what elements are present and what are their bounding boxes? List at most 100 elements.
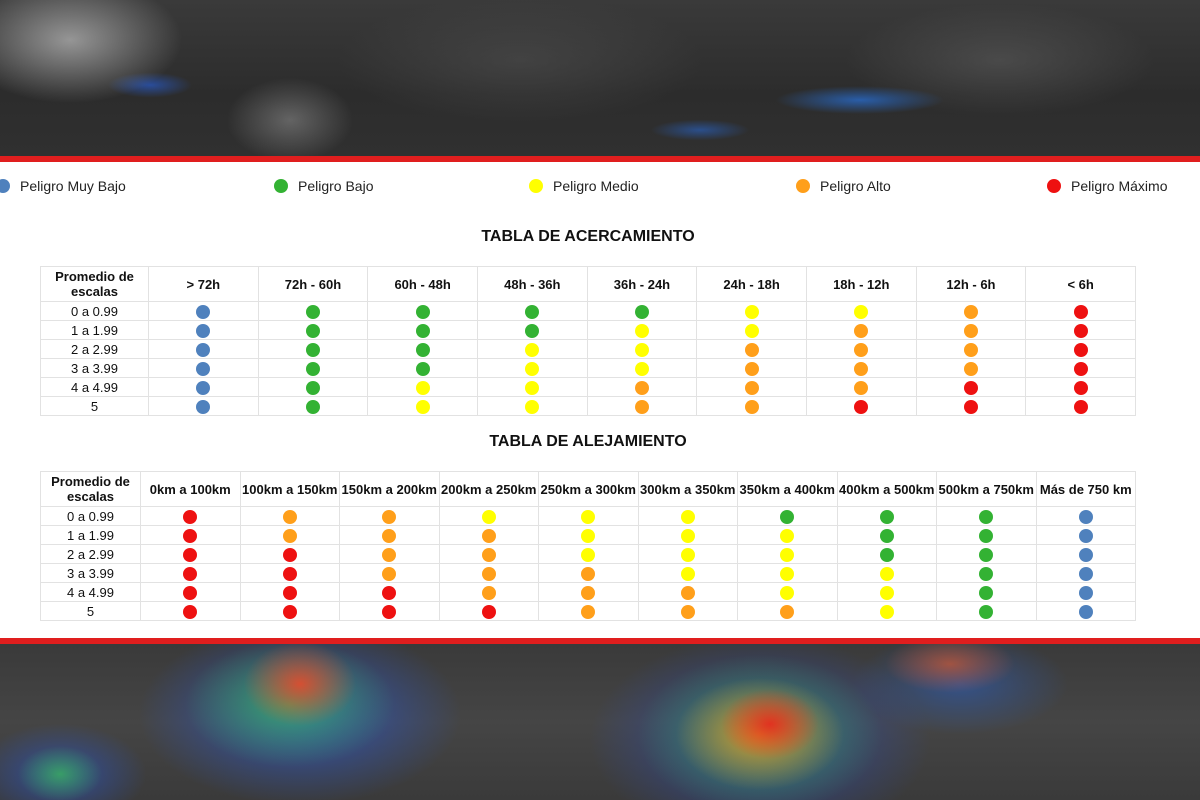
danger-dot-icon [282, 585, 297, 600]
danger-cell [1035, 525, 1136, 545]
danger-dot-icon [581, 547, 596, 562]
table-row: 1 a 1.99 [40, 320, 1136, 340]
danger-cell [1035, 582, 1136, 602]
danger-dot-icon [581, 509, 596, 524]
danger-dot-icon [305, 380, 320, 395]
danger-cell [438, 601, 539, 621]
column-header: 300km a 350km [637, 471, 738, 507]
danger-dot-icon [382, 585, 397, 600]
danger-dot-icon [963, 323, 978, 338]
orange-dot-icon [796, 179, 810, 193]
danger-dot-icon [196, 323, 211, 338]
danger-cell [476, 377, 588, 397]
danger-cell [836, 544, 937, 564]
danger-dot-icon [680, 547, 695, 562]
danger-dot-icon [183, 509, 198, 524]
satellite-image-bottom [0, 644, 1200, 800]
column-header: 250km a 300km [538, 471, 639, 507]
danger-cell [1035, 563, 1136, 583]
danger-cell [586, 301, 698, 321]
blue-dot-icon [0, 179, 10, 193]
danger-cell [586, 377, 698, 397]
danger-cell [737, 601, 838, 621]
row-label: 5 [40, 396, 149, 416]
danger-dot-icon [879, 528, 894, 543]
alejamiento-title: TABLA DE ALEJAMIENTO [489, 433, 687, 450]
danger-dot-icon [196, 380, 211, 395]
danger-cell [1035, 544, 1136, 564]
column-header: 100km a 150km [239, 471, 340, 507]
danger-cell [936, 544, 1037, 564]
danger-cell [696, 301, 807, 321]
table-row: 0 a 0.99 [40, 301, 1136, 321]
danger-dot-icon [854, 361, 869, 376]
danger-cell [148, 377, 259, 397]
danger-dot-icon [744, 342, 759, 357]
table-row: 5 [40, 396, 1136, 416]
danger-dot-icon [525, 342, 540, 357]
danger-cell [1025, 301, 1136, 321]
danger-dot-icon [879, 585, 894, 600]
danger-dot-icon [680, 509, 695, 524]
table-row: 4 a 4.99 [40, 377, 1136, 397]
row-label: 0 a 0.99 [40, 301, 149, 321]
danger-cell [339, 506, 440, 526]
danger-dot-icon [680, 585, 695, 600]
danger-dot-icon [1078, 604, 1093, 619]
column-header: 60h - 48h [367, 266, 478, 302]
row-label: 0 a 0.99 [40, 506, 141, 526]
danger-dot-icon [634, 399, 649, 414]
danger-dot-icon [879, 604, 894, 619]
danger-cell [140, 544, 241, 564]
danger-dot-icon [196, 342, 211, 357]
danger-cell [367, 377, 478, 397]
danger-dot-icon [854, 399, 869, 414]
danger-cell [438, 544, 539, 564]
danger-cell [737, 506, 838, 526]
column-header: 0km a 100km [140, 471, 241, 507]
danger-cell [1035, 506, 1136, 526]
danger-cell [257, 396, 369, 416]
column-header: 24h - 18h [696, 266, 807, 302]
danger-dot-icon [525, 399, 540, 414]
danger-cell [339, 525, 440, 545]
danger-cell [538, 601, 639, 621]
danger-dot-icon [581, 585, 596, 600]
danger-cell [936, 601, 1037, 621]
danger-dot-icon [481, 547, 496, 562]
table-row: 3 a 3.99 [40, 563, 1136, 583]
danger-dot-icon [1078, 585, 1093, 600]
danger-cell [476, 358, 588, 378]
row-label: 3 a 3.99 [40, 563, 141, 583]
danger-cell [696, 377, 807, 397]
legend-item-maximo: Peligro Máximo [1047, 178, 1167, 194]
danger-cell [367, 358, 478, 378]
danger-dot-icon [1073, 304, 1088, 319]
danger-dot-icon [744, 361, 759, 376]
danger-cell [915, 377, 1027, 397]
danger-dot-icon [415, 361, 430, 376]
danger-dot-icon [879, 566, 894, 581]
table-row: 2 a 2.99 [40, 544, 1136, 564]
column-header: 500km a 750km [936, 471, 1037, 507]
danger-cell [148, 320, 259, 340]
table-row: 0 a 0.99 [40, 506, 1136, 526]
danger-cell [637, 525, 738, 545]
danger-dot-icon [525, 380, 540, 395]
danger-cell [257, 301, 369, 321]
danger-dot-icon [415, 323, 430, 338]
danger-cell [836, 601, 937, 621]
danger-cell [936, 563, 1037, 583]
danger-cell [1025, 377, 1136, 397]
danger-cell [915, 396, 1027, 416]
danger-cell [476, 339, 588, 359]
danger-cell [586, 396, 698, 416]
danger-dot-icon [979, 585, 994, 600]
danger-dot-icon [305, 304, 320, 319]
danger-cell [805, 377, 917, 397]
danger-dot-icon [680, 566, 695, 581]
danger-cell [637, 544, 738, 564]
danger-dot-icon [415, 304, 430, 319]
danger-dot-icon [183, 528, 198, 543]
danger-cell [148, 301, 259, 321]
